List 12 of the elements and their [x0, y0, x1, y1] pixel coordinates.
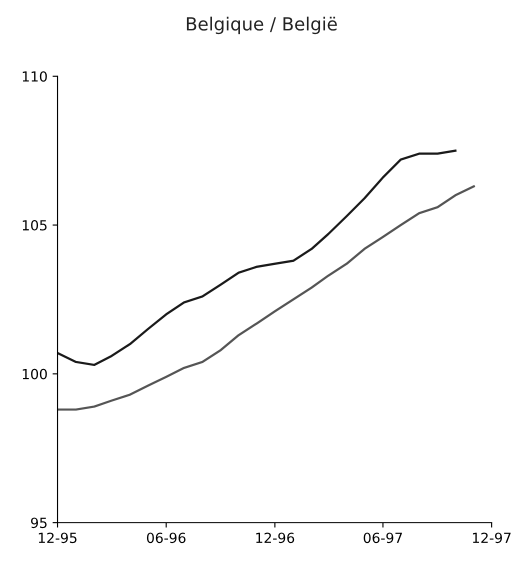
x-tick-label: 12-97 [472, 532, 511, 544]
x-tick-label: 12-96 [256, 532, 294, 544]
line-series [58, 185, 475, 411]
y-tick-label: 100 [22, 368, 47, 380]
chart-title: Belgique / België [186, 16, 337, 34]
x-tick-label: 12-95 [38, 532, 76, 544]
line-series [58, 150, 457, 366]
y-tick-label: 110 [22, 71, 47, 82]
y-tick-label: 95 [31, 518, 47, 528]
x-tick-label: 06-97 [364, 532, 402, 544]
y-tick-label: 105 [22, 220, 47, 231]
x-tick-label: 06-96 [146, 532, 186, 544]
